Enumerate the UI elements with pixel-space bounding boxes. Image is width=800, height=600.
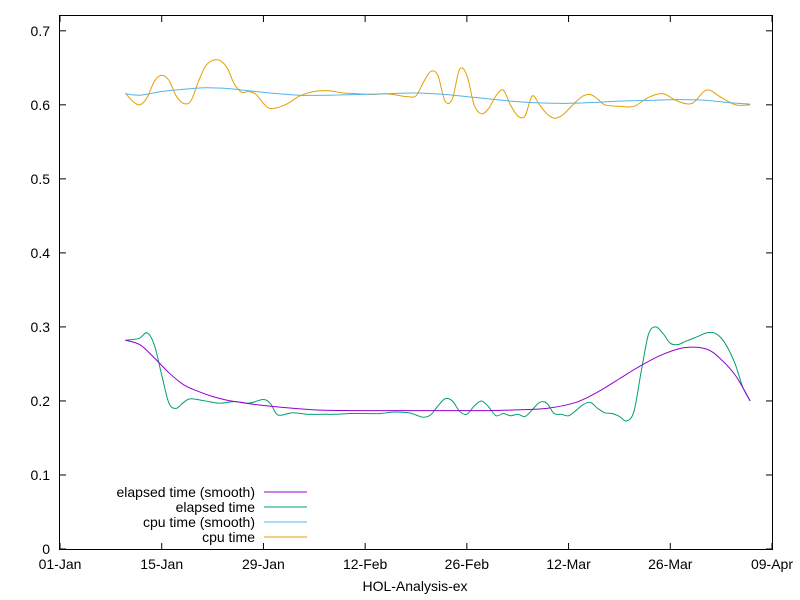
x-axis-label: HOL-Analysis-ex bbox=[362, 578, 467, 594]
y-tick-label: 0.2 bbox=[31, 393, 51, 409]
y-tick-label: 0.7 bbox=[31, 23, 51, 39]
series-line-cpu-time-smooth bbox=[125, 87, 751, 105]
y-tick-label: 0.1 bbox=[31, 467, 51, 483]
series-line-cpu-time bbox=[125, 59, 751, 119]
legend-label-elapsed-time-smooth: elapsed time (smooth) bbox=[116, 484, 255, 500]
legend-label-elapsed-time: elapsed time bbox=[176, 499, 256, 515]
x-tick-label: 12-Feb bbox=[343, 556, 388, 572]
x-tick-label: 29-Jan bbox=[242, 556, 285, 572]
x-tick-label: 15-Jan bbox=[140, 556, 183, 572]
y-axis: 0 0.1 0.2 0.3 0.4 0.5 0.6 0.7 bbox=[31, 23, 772, 557]
y-tick-label: 0 bbox=[42, 541, 50, 557]
x-tick-label: 26-Feb bbox=[445, 556, 490, 572]
legend-label-cpu-time-smooth: cpu time (smooth) bbox=[143, 514, 255, 530]
series-line-elapsed-time-smooth bbox=[125, 339, 751, 412]
y-tick-label: 0.4 bbox=[31, 245, 51, 261]
y-tick-label: 0.5 bbox=[31, 171, 51, 187]
plot-border bbox=[59, 15, 773, 550]
series-group bbox=[125, 59, 751, 422]
x-tick-label: 01-Jan bbox=[39, 556, 82, 572]
x-tick-label: 12-Mar bbox=[546, 556, 591, 572]
y-tick-label: 0.6 bbox=[31, 97, 51, 113]
series-line-elapsed-time bbox=[125, 326, 751, 422]
x-axis: 01-Jan 15-Jan 29-Jan 12-Feb 26-Feb 12-Mar 26-M… bbox=[39, 16, 793, 572]
x-tick-label: 26-Mar bbox=[648, 556, 693, 572]
x-tick-label: 09-Apr bbox=[751, 556, 793, 572]
legend-label-cpu-time: cpu time bbox=[202, 529, 255, 545]
y-tick-label: 0.3 bbox=[31, 319, 51, 335]
